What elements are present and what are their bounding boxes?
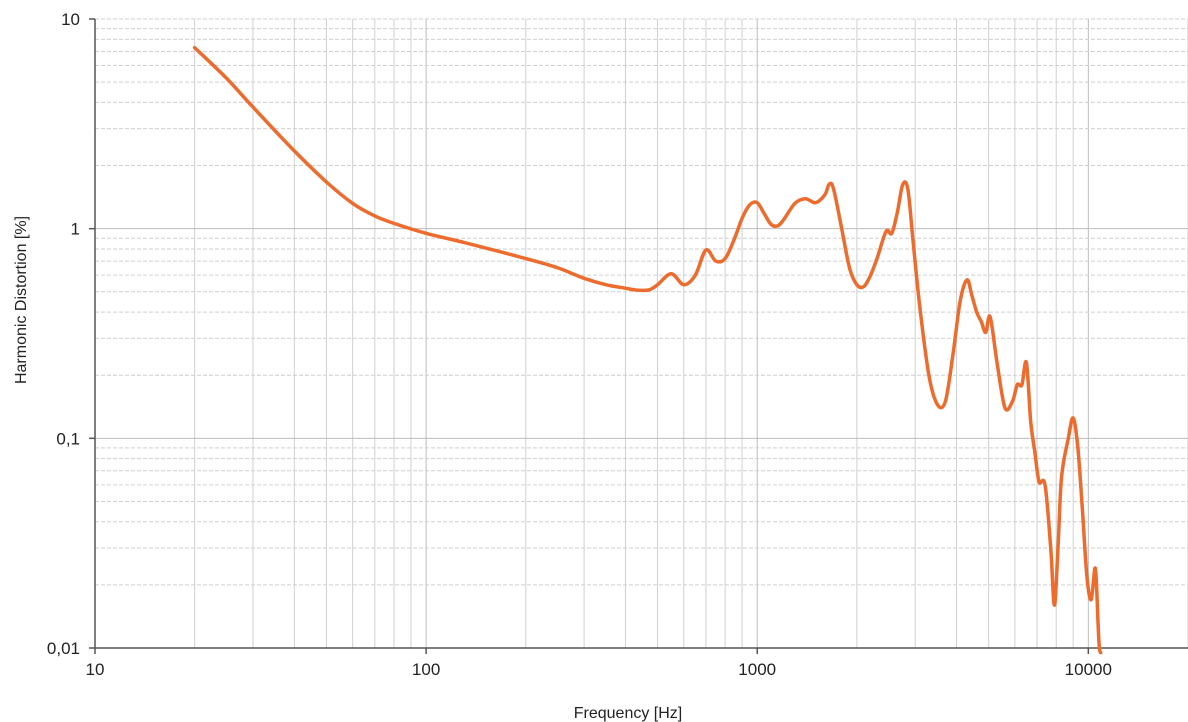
tick-labels: 10 100 1000 10000 0,01 0,1 1 10 [47, 10, 1112, 679]
x-axis-label: Frequency [Hz] [574, 705, 682, 722]
x-tick-label: 10 [86, 660, 105, 679]
y-tick-label: 10 [61, 10, 80, 29]
x-tick-label: 1000 [738, 660, 776, 679]
axes [89, 18, 1188, 654]
y-axis-label: Harmonic Distortion [%] [13, 216, 30, 384]
x-tick-label: 100 [412, 660, 440, 679]
series-line [192, 45, 1103, 655]
series-layer [192, 45, 1103, 655]
x-tick-label: 10000 [1065, 660, 1112, 679]
y-tick-label: 1 [71, 220, 80, 239]
y-tick-label: 0,01 [47, 639, 80, 658]
y-tick-label: 0,1 [56, 429, 80, 448]
